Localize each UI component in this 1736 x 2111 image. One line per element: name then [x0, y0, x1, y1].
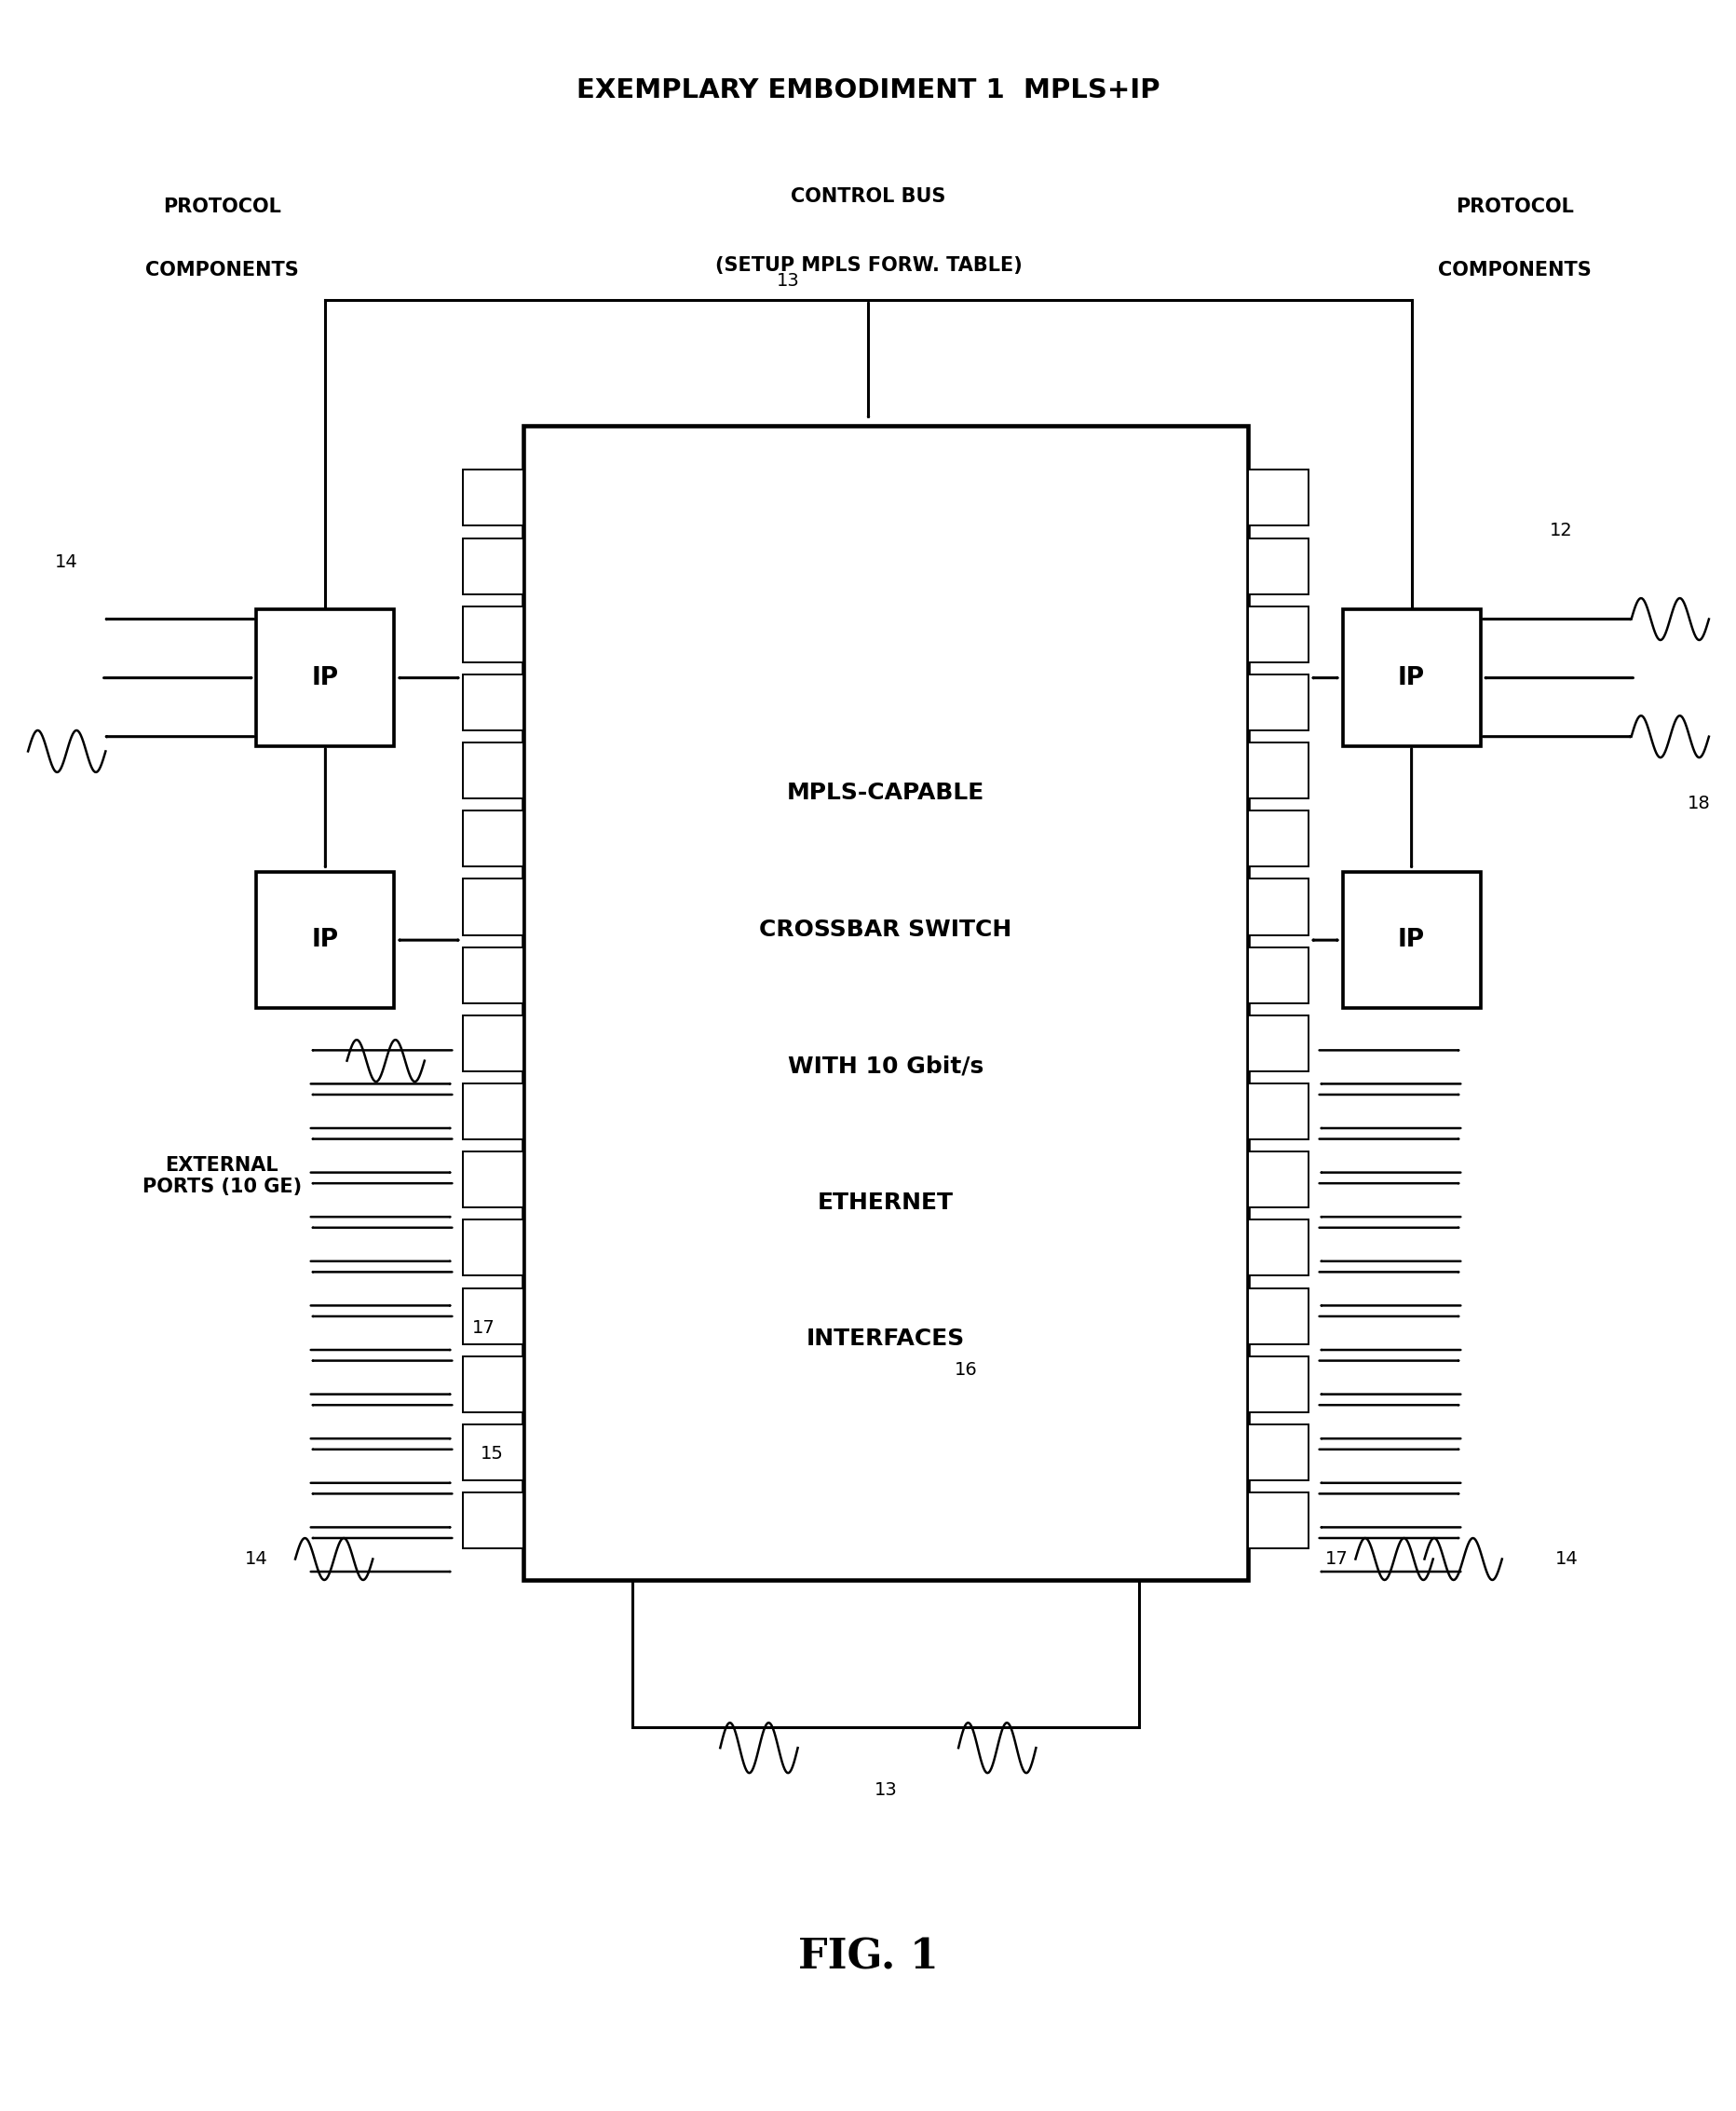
Text: 14: 14	[56, 553, 78, 572]
Text: MPLS-CAPABLE: MPLS-CAPABLE	[786, 781, 984, 804]
Bar	[464, 1425, 523, 1480]
Text: 15: 15	[481, 1446, 503, 1463]
Text: 12: 12	[1549, 521, 1571, 540]
Bar	[464, 1288, 523, 1345]
Bar	[464, 743, 523, 798]
Text: PROTOCOL: PROTOCOL	[1455, 198, 1573, 215]
Text: FIG. 1: FIG. 1	[799, 1938, 937, 1978]
Text: EXEMPLARY EMBODIMENT 1  MPLS+IP: EXEMPLARY EMBODIMENT 1 MPLS+IP	[576, 78, 1160, 103]
Bar	[464, 673, 523, 730]
Text: CROSSBAR SWITCH: CROSSBAR SWITCH	[759, 918, 1012, 942]
Bar	[257, 610, 394, 745]
Text: PROTOCOL: PROTOCOL	[163, 198, 281, 215]
Text: INTERFACES: INTERFACES	[806, 1328, 965, 1349]
Bar	[1246, 1015, 1307, 1070]
Bar	[464, 1492, 523, 1549]
Bar	[1246, 606, 1307, 663]
Bar	[1246, 1083, 1307, 1140]
Bar	[1246, 1153, 1307, 1207]
Bar	[1246, 471, 1307, 526]
Text: 17: 17	[472, 1319, 495, 1336]
Bar	[464, 538, 523, 593]
Text: 14: 14	[245, 1549, 267, 1568]
Bar	[464, 1220, 523, 1275]
Text: COMPONENTS: COMPONENTS	[146, 260, 299, 279]
Bar	[632, 1579, 1139, 1727]
Text: EXTERNAL
PORTS (10 GE): EXTERNAL PORTS (10 GE)	[142, 1157, 302, 1197]
Bar	[464, 948, 523, 1003]
Bar	[523, 426, 1246, 1579]
Text: ETHERNET: ETHERNET	[818, 1191, 953, 1214]
Bar	[464, 1015, 523, 1070]
Text: IP: IP	[1397, 929, 1424, 952]
Bar	[1246, 743, 1307, 798]
Text: 13: 13	[873, 1782, 898, 1799]
Bar	[464, 811, 523, 868]
Text: 16: 16	[955, 1362, 977, 1378]
Bar	[1342, 872, 1479, 1009]
Text: 14: 14	[1554, 1549, 1578, 1568]
Bar	[1246, 1220, 1307, 1275]
Bar	[1246, 1492, 1307, 1549]
Bar	[464, 1355, 523, 1412]
Bar	[1246, 811, 1307, 868]
Bar	[464, 471, 523, 526]
Bar	[1342, 610, 1479, 745]
Bar	[1246, 1288, 1307, 1345]
Bar	[1246, 1425, 1307, 1480]
Bar	[1246, 538, 1307, 593]
Bar	[464, 1153, 523, 1207]
Bar	[1246, 673, 1307, 730]
Bar	[464, 1083, 523, 1140]
Bar	[1246, 948, 1307, 1003]
Bar	[464, 878, 523, 935]
Text: COMPONENTS: COMPONENTS	[1437, 260, 1590, 279]
Text: CONTROL BUS: CONTROL BUS	[790, 188, 946, 205]
Text: WITH 10 Gbit/s: WITH 10 Gbit/s	[788, 1056, 983, 1077]
Text: 18: 18	[1686, 796, 1710, 813]
Text: (SETUP MPLS FORW. TABLE): (SETUP MPLS FORW. TABLE)	[715, 255, 1021, 274]
Text: 13: 13	[776, 272, 799, 289]
Text: IP: IP	[312, 665, 339, 690]
Text: IP: IP	[312, 929, 339, 952]
Text: 17: 17	[1325, 1549, 1347, 1568]
Bar	[1246, 878, 1307, 935]
Text: IP: IP	[1397, 665, 1424, 690]
Bar	[1246, 1355, 1307, 1412]
Bar	[464, 606, 523, 663]
Bar	[257, 872, 394, 1009]
